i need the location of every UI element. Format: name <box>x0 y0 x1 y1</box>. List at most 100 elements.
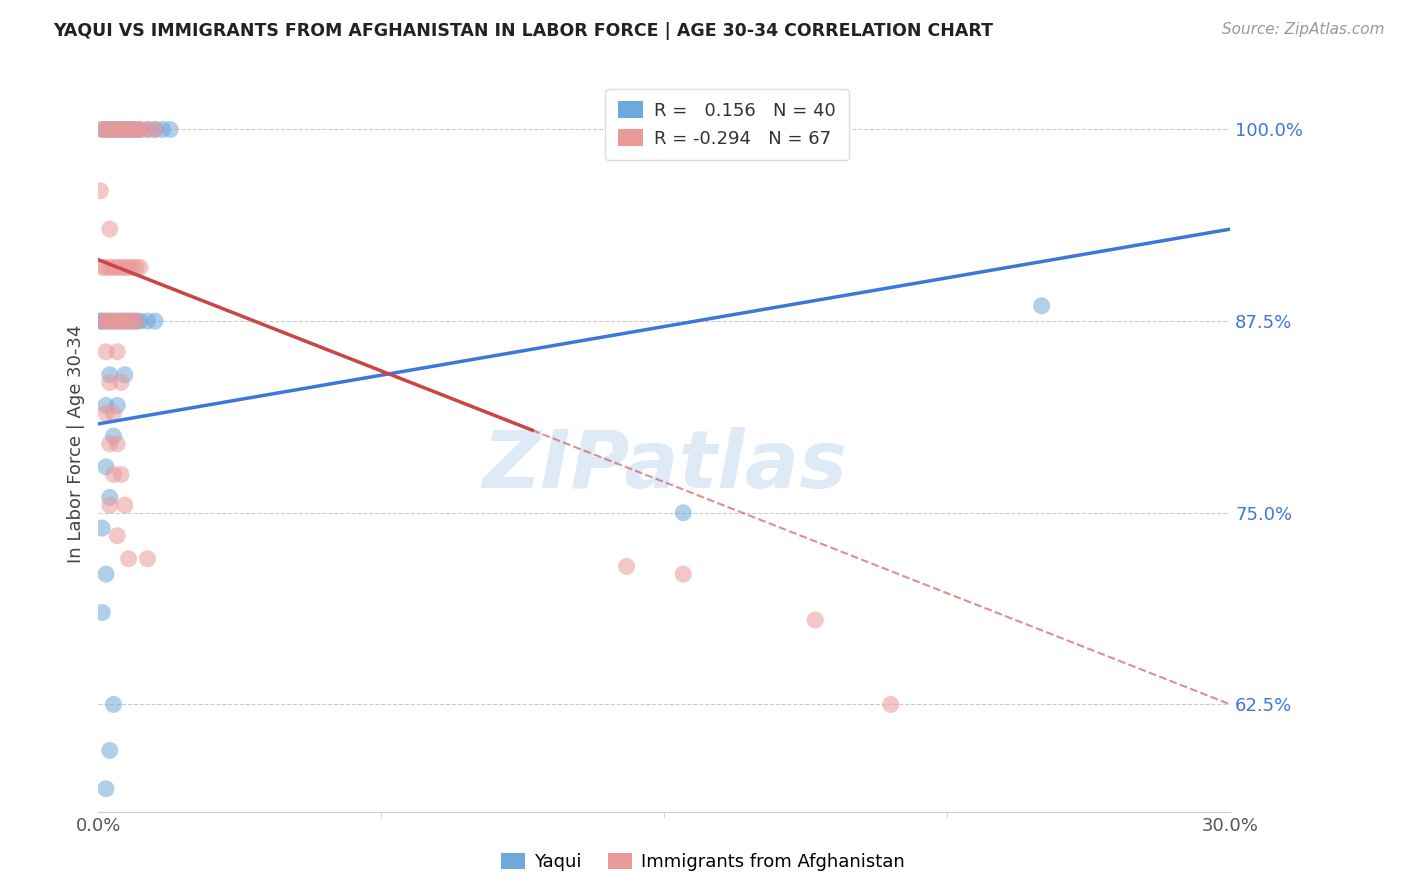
Point <box>129 260 152 275</box>
Point <box>98 376 121 390</box>
Point <box>125 314 148 328</box>
Point <box>110 122 132 136</box>
Point <box>110 467 132 482</box>
Point <box>103 122 125 136</box>
Point <box>125 122 148 136</box>
Legend: Yaqui, Immigrants from Afghanistan: Yaqui, Immigrants from Afghanistan <box>494 846 912 879</box>
Y-axis label: In Labor Force | Age 30-34: In Labor Force | Age 30-34 <box>66 325 84 563</box>
Legend: R =   0.156   N = 40, R = -0.294   N = 67: R = 0.156 N = 40, R = -0.294 N = 67 <box>606 88 849 161</box>
Point <box>103 122 125 136</box>
Point <box>103 467 125 482</box>
Point <box>110 122 132 136</box>
Point <box>143 122 166 136</box>
Point <box>105 260 128 275</box>
Point <box>98 260 121 275</box>
Point <box>114 314 136 328</box>
Point <box>105 314 128 328</box>
Point <box>103 698 125 712</box>
Point <box>110 376 132 390</box>
Point <box>105 122 128 136</box>
Point <box>91 314 114 328</box>
Point <box>91 314 114 328</box>
Point <box>110 314 132 328</box>
Point <box>117 551 139 566</box>
Point <box>114 368 136 382</box>
Point <box>129 314 152 328</box>
Text: Source: ZipAtlas.com: Source: ZipAtlas.com <box>1222 22 1385 37</box>
Point <box>98 498 121 512</box>
Point <box>136 314 159 328</box>
Point <box>129 122 152 136</box>
Point <box>121 122 143 136</box>
Point <box>94 399 117 413</box>
Text: YAQUI VS IMMIGRANTS FROM AFGHANISTAN IN LABOR FORCE | AGE 30-34 CORRELATION CHAR: YAQUI VS IMMIGRANTS FROM AFGHANISTAN IN … <box>53 22 994 40</box>
Point <box>94 122 117 136</box>
Point <box>121 260 143 275</box>
Point <box>98 314 121 328</box>
Point <box>110 314 132 328</box>
Point <box>114 122 136 136</box>
Point <box>114 260 136 275</box>
Point <box>880 698 903 712</box>
Point <box>98 743 121 757</box>
Point <box>103 314 125 328</box>
Point <box>105 314 128 328</box>
Point <box>103 314 125 328</box>
Point <box>105 122 128 136</box>
Point <box>105 529 128 543</box>
Point <box>105 344 128 359</box>
Point <box>94 260 117 275</box>
Point <box>105 436 128 450</box>
Point <box>159 122 181 136</box>
Point <box>125 260 148 275</box>
Point <box>672 506 695 520</box>
Point <box>121 314 143 328</box>
Point <box>94 314 117 328</box>
Point <box>1031 299 1053 313</box>
Point <box>152 122 174 136</box>
Point <box>117 122 139 136</box>
Point <box>117 122 139 136</box>
Point <box>94 344 117 359</box>
Point <box>91 122 114 136</box>
Point <box>143 122 166 136</box>
Point <box>804 613 827 627</box>
Point <box>98 222 121 236</box>
Point <box>125 314 148 328</box>
Point <box>98 314 121 328</box>
Point <box>121 314 143 328</box>
Point <box>110 260 132 275</box>
Point <box>103 429 125 443</box>
Point <box>103 406 125 420</box>
Point <box>129 122 152 136</box>
Point <box>94 122 117 136</box>
Point <box>136 122 159 136</box>
Point <box>89 314 111 328</box>
Point <box>98 491 121 505</box>
Point <box>91 521 114 535</box>
Point <box>98 122 121 136</box>
Point <box>94 781 117 796</box>
Point <box>91 122 114 136</box>
Point <box>117 260 139 275</box>
Point <box>91 260 114 275</box>
Point <box>98 122 121 136</box>
Point <box>117 314 139 328</box>
Point <box>121 122 143 136</box>
Point <box>143 314 166 328</box>
Point <box>616 559 638 574</box>
Point <box>98 368 121 382</box>
Point <box>94 314 117 328</box>
Point <box>136 122 159 136</box>
Point <box>105 399 128 413</box>
Point <box>672 567 695 582</box>
Point <box>103 260 125 275</box>
Point <box>98 436 121 450</box>
Point <box>114 314 136 328</box>
Text: ZIPatlas: ZIPatlas <box>482 427 846 505</box>
Point <box>94 567 117 582</box>
Point <box>125 122 148 136</box>
Point <box>136 551 159 566</box>
Point <box>114 498 136 512</box>
Point <box>91 606 114 620</box>
